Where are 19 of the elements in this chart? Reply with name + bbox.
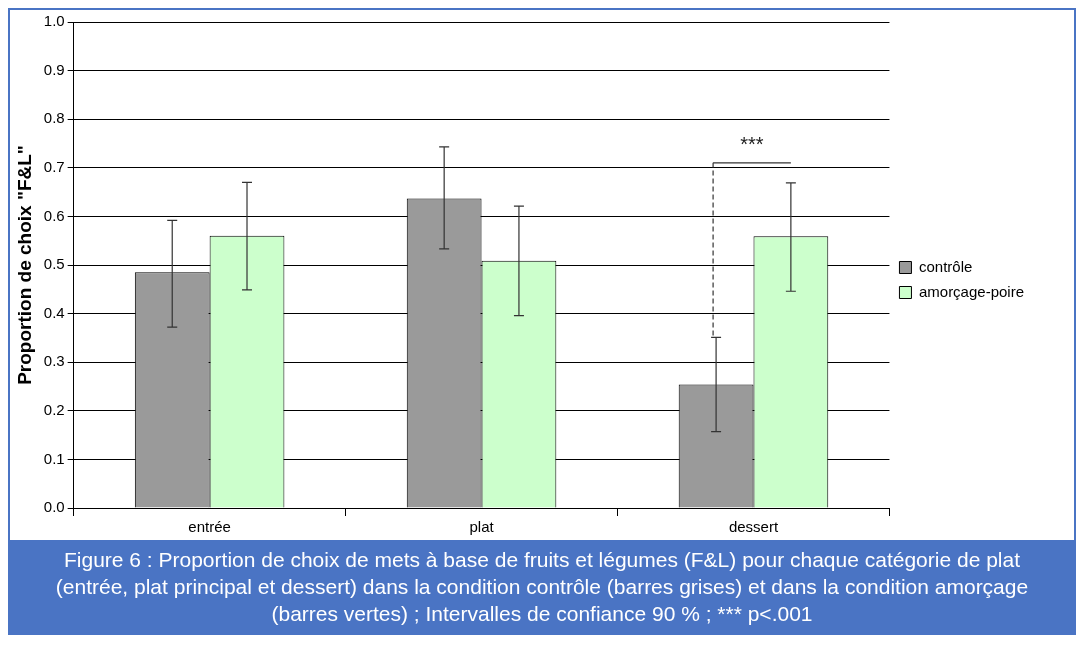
y-tick-label: 1.0 bbox=[43, 12, 65, 30]
legend-label: amorçage-poire bbox=[918, 282, 1025, 300]
legend-label: contrôle bbox=[918, 257, 973, 275]
x-tick-label: entrée bbox=[188, 518, 231, 536]
y-tick-label: 0.0 bbox=[43, 498, 65, 516]
caption: Figure 6 : Proportion de choix de mets à base de fruits et légumes (F&L) pour chaque catégorie de plat (entrée, plat principal et dessert) dans la condition contrôle (barres grises) et dans la condition amorçage (barres vertes) ; Intervalles de confiance 90 % ; *** p<.001 bbox=[54, 547, 1030, 627]
y-tick-label: 0.6 bbox=[43, 206, 65, 224]
y-tick-label: 0.4 bbox=[43, 303, 65, 321]
y-tick-label: 0.7 bbox=[43, 157, 65, 175]
y-tick-label: 0.3 bbox=[43, 352, 65, 370]
y-tick-label: 0.5 bbox=[43, 255, 65, 273]
y-tick-label: 0.1 bbox=[43, 449, 65, 467]
y-tick-label: 0.8 bbox=[43, 109, 65, 127]
x-tick-label: plat bbox=[469, 518, 495, 536]
x-tick-label: dessert bbox=[728, 518, 779, 536]
y-tick-label: 0.9 bbox=[43, 60, 65, 78]
annotation: *** bbox=[739, 132, 765, 156]
y-tick-label: 0.2 bbox=[43, 400, 65, 418]
y-axis-title: Proportion de choix "F&L" bbox=[13, 145, 35, 385]
